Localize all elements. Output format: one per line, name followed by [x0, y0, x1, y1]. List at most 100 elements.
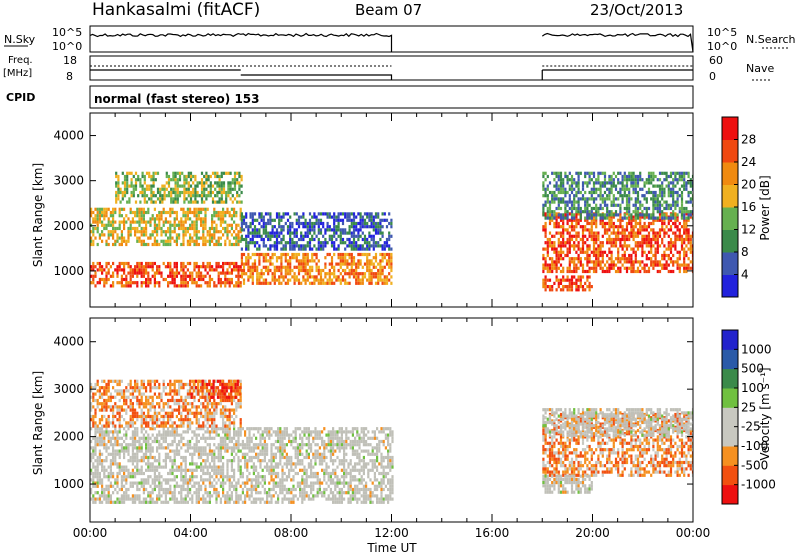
heatmap-cell — [119, 200, 122, 204]
heatmap-cell — [273, 231, 276, 235]
heatmap-cell — [273, 218, 276, 222]
heatmap-cell — [282, 237, 285, 242]
heatmap-cell — [159, 187, 162, 191]
heatmap-cell — [562, 181, 565, 185]
heatmap-cell — [178, 190, 182, 195]
heatmap-cell — [107, 261, 110, 266]
heatmap-cell — [581, 266, 585, 270]
heatmap-cell — [623, 213, 626, 217]
heatmap-cell — [116, 233, 119, 237]
heatmap-cell — [308, 259, 312, 263]
heatmap-cell — [152, 181, 155, 185]
heatmap-cell — [224, 494, 227, 498]
heatmap-cell — [687, 213, 690, 217]
heatmap-cell — [105, 484, 108, 488]
heatmap-cell — [200, 187, 204, 191]
heatmap-cell — [160, 214, 163, 218]
heatmap-cell — [553, 260, 556, 264]
heatmap-cell — [568, 194, 571, 198]
heatmap-cell — [165, 181, 168, 185]
heatmap-cell — [341, 221, 345, 226]
heatmap-cell — [559, 178, 563, 182]
heatmap-cell — [184, 214, 187, 218]
heatmap-cell — [222, 184, 226, 188]
heatmap-cell — [98, 427, 101, 431]
heatmap-cell — [120, 242, 123, 247]
heatmap-cell — [630, 247, 633, 251]
heatmap-cell — [617, 253, 620, 258]
heatmap-cell — [614, 225, 618, 229]
heatmap-cell — [581, 197, 585, 201]
heatmap-cell — [275, 268, 279, 273]
heatmap-cell — [203, 184, 206, 188]
heatmap-cell — [564, 206, 567, 211]
heatmap-cell — [200, 194, 204, 198]
heatmap-cell — [566, 200, 569, 204]
heatmap-cell — [164, 220, 167, 224]
heatmap-cell — [619, 203, 622, 207]
heatmap-cell — [116, 436, 119, 440]
heatmap-cell — [641, 250, 644, 254]
heatmap-cell — [125, 239, 128, 243]
heatmap-cell — [182, 481, 185, 485]
heatmap-cell — [337, 218, 340, 222]
heatmap-cell — [557, 197, 560, 201]
heatmap-cell — [584, 269, 587, 274]
heatmap-cell — [207, 174, 210, 179]
heatmap-cell — [586, 228, 589, 232]
heatmap-cell — [261, 478, 264, 482]
heatmap-cell — [103, 268, 106, 272]
heatmap-cell — [579, 247, 582, 251]
heatmap-cell — [200, 210, 203, 215]
heatmap-cell — [193, 233, 196, 237]
heatmap-cell — [293, 244, 296, 248]
heatmap-cell — [191, 226, 194, 231]
heatmap-cell — [156, 281, 159, 285]
heatmap-cell — [636, 181, 640, 185]
heatmap-cell — [152, 174, 155, 179]
heatmap-cell — [107, 223, 110, 227]
heatmap-cell — [280, 268, 283, 273]
heatmap-cell — [306, 231, 309, 235]
heatmap-cell — [661, 263, 664, 267]
heatmap-cell — [172, 197, 175, 201]
heatmap-cell — [562, 178, 565, 182]
heatmap-cell — [557, 184, 560, 188]
heatmap-cell — [218, 178, 221, 182]
heatmap-cell — [237, 277, 240, 282]
heatmap-cell — [136, 449, 139, 453]
heatmap-cell — [286, 281, 290, 285]
heatmap-cell — [230, 446, 233, 450]
heatmap-cell — [643, 241, 646, 245]
heatmap-cell — [359, 281, 362, 285]
heatmap-cell — [115, 184, 118, 188]
heatmap-cell — [229, 187, 232, 191]
heatmap-cell — [289, 259, 292, 263]
heatmap-cell — [601, 250, 604, 254]
heatmap-cell — [577, 234, 580, 238]
noise-sky-trace — [89, 32, 694, 53]
heatmap-cell — [267, 231, 270, 235]
heatmap-cell — [588, 216, 591, 220]
heatmap-cell — [542, 263, 545, 267]
heatmap-cell — [355, 262, 358, 266]
heatmap-cell — [184, 233, 187, 237]
heatmap-cell — [142, 274, 145, 278]
heatmap-cell — [116, 239, 119, 243]
heatmap-cell — [366, 212, 369, 216]
nave-label: Nave — [746, 62, 774, 75]
heatmap-cell — [590, 206, 593, 211]
heatmap-cell — [118, 268, 121, 272]
heatmap-cell — [200, 475, 203, 479]
heatmap-cell — [275, 237, 279, 242]
heatmap-cell — [229, 197, 232, 201]
heatmap-cell — [280, 265, 283, 269]
heatmap-cell — [96, 214, 99, 218]
heatmap-cell — [142, 281, 145, 285]
heatmap-cell — [153, 465, 156, 469]
heatmap-cell — [173, 436, 176, 440]
heatmap-cell — [590, 187, 593, 191]
heatmap-cell — [153, 487, 156, 492]
heatmap-cell — [123, 194, 127, 198]
heatmap-cell — [171, 271, 174, 275]
